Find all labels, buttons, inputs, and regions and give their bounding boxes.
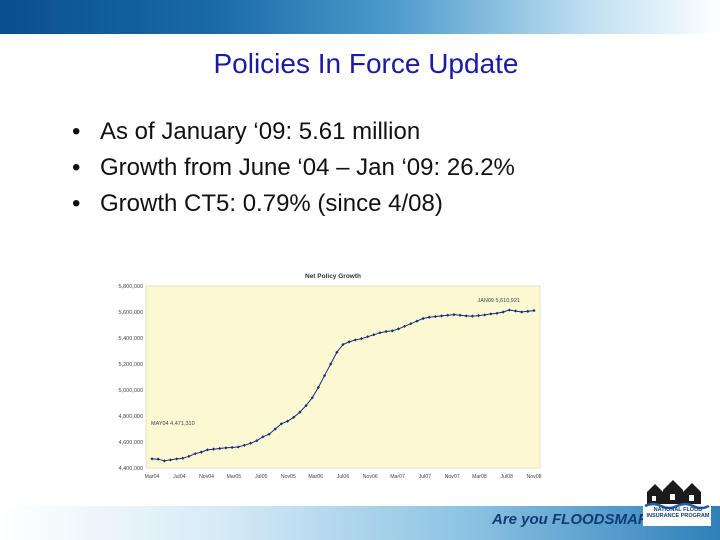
data-point <box>532 308 536 313</box>
data-point <box>520 310 524 314</box>
data-point <box>255 439 259 443</box>
data-point <box>199 450 203 454</box>
x-tick-label: Mar04 <box>145 474 160 480</box>
bullet-symbol: • <box>72 118 81 145</box>
data-point <box>329 362 333 366</box>
nfip-logo-text: NATIONAL FLOOD INSURANCE PROGRAM <box>646 507 710 519</box>
bullet-symbol: • <box>72 154 81 181</box>
x-tick-label: Nov05 <box>281 474 296 480</box>
y-tick-label: 5,400,000 <box>119 336 143 342</box>
bullet-text: Growth from June ‘04 – Jan ‘09: 26.2% <box>100 154 515 181</box>
data-point <box>242 443 247 447</box>
bullet-text: Growth CT5: 0.79% (since 4/08) <box>100 190 443 217</box>
data-point <box>267 432 271 436</box>
net-policy-growth-chart: Net Policy Growth 5,800,000 5,600,000 5,400… <box>96 262 548 490</box>
data-point <box>273 427 277 431</box>
data-point <box>310 396 314 400</box>
houses-icon <box>643 470 711 526</box>
data-point <box>427 315 431 319</box>
x-tick-label: Nov07 <box>445 474 460 480</box>
data-point <box>409 322 413 326</box>
bullet-item: • As of January ‘09: 5.61 million <box>72 114 515 150</box>
data-point <box>378 331 382 335</box>
bottom-gradient-band <box>0 506 720 540</box>
y-tick-label: 5,800,000 <box>119 284 143 290</box>
x-tick-label: Jul08 <box>501 474 514 480</box>
bullet-text: As of January ‘09: 5.61 million <box>100 118 421 145</box>
bullet-item: • Growth from June ‘04 – Jan ‘09: 26.2% <box>72 150 515 186</box>
annotation-may04: MAY04 4,471,310 <box>151 421 195 427</box>
bullet-item: • Growth CT5: 0.79% (since 4/08) <box>72 186 515 222</box>
x-tick-label: Jul07 <box>419 474 432 480</box>
data-point <box>464 314 468 318</box>
data-point <box>150 457 154 461</box>
data-point <box>285 419 290 423</box>
data-point <box>279 422 283 426</box>
x-tick-label: Jul04 <box>173 474 186 480</box>
annotation-jan09: JAN09 5,610,921 <box>477 298 520 304</box>
x-tick-label: Jul06 <box>337 474 350 480</box>
x-tick-label: Jul05 <box>255 474 268 480</box>
bullet-symbol: • <box>72 190 81 217</box>
data-point <box>452 313 456 317</box>
data-point <box>495 311 499 315</box>
chart-title: Net Policy Growth <box>305 273 361 280</box>
y-tick-label: 5,000,000 <box>119 388 143 394</box>
data-point <box>187 454 191 458</box>
data-point <box>526 309 530 313</box>
data-point <box>421 316 425 321</box>
data-point <box>446 313 450 317</box>
data-point <box>341 342 345 347</box>
top-gradient-band <box>0 0 720 34</box>
x-tick-label: Mar08 <box>472 474 487 480</box>
data-point <box>390 329 394 333</box>
data-point <box>218 446 222 451</box>
x-tick-label: Mar06 <box>308 474 323 480</box>
data-point <box>489 312 493 316</box>
floodsmart-tagline: Are you FLOODSMART? <box>492 511 667 528</box>
data-point <box>248 441 253 445</box>
x-tick-label: Mar05 <box>226 474 241 480</box>
data-point <box>168 458 173 462</box>
data-point <box>513 309 518 313</box>
x-tick-label: Nov06 <box>363 474 378 480</box>
x-tick-label: Nov04 <box>199 474 214 480</box>
data-point <box>372 333 376 337</box>
x-tick-label: Mar07 <box>390 474 405 480</box>
y-tick-label: 4,800,000 <box>119 414 143 420</box>
y-tick-label: 5,600,000 <box>119 310 143 316</box>
slide-title: Policies In Force Update <box>213 48 519 79</box>
data-point <box>501 310 505 314</box>
data-point <box>236 445 240 449</box>
y-tick-label: 4,600,000 <box>119 440 143 446</box>
y-tick-label: 5,200,000 <box>119 362 143 368</box>
data-point <box>181 456 185 460</box>
data-point <box>483 313 487 317</box>
data-point <box>458 313 462 317</box>
data-point <box>193 452 197 456</box>
plot-area <box>145 285 541 469</box>
y-tick-label: 4,400,000 <box>119 466 143 472</box>
data-point <box>384 329 388 334</box>
x-tick-label: Nov08 <box>527 474 542 480</box>
bullet-list: • As of January ‘09: 5.61 million • Growth… <box>72 114 515 222</box>
